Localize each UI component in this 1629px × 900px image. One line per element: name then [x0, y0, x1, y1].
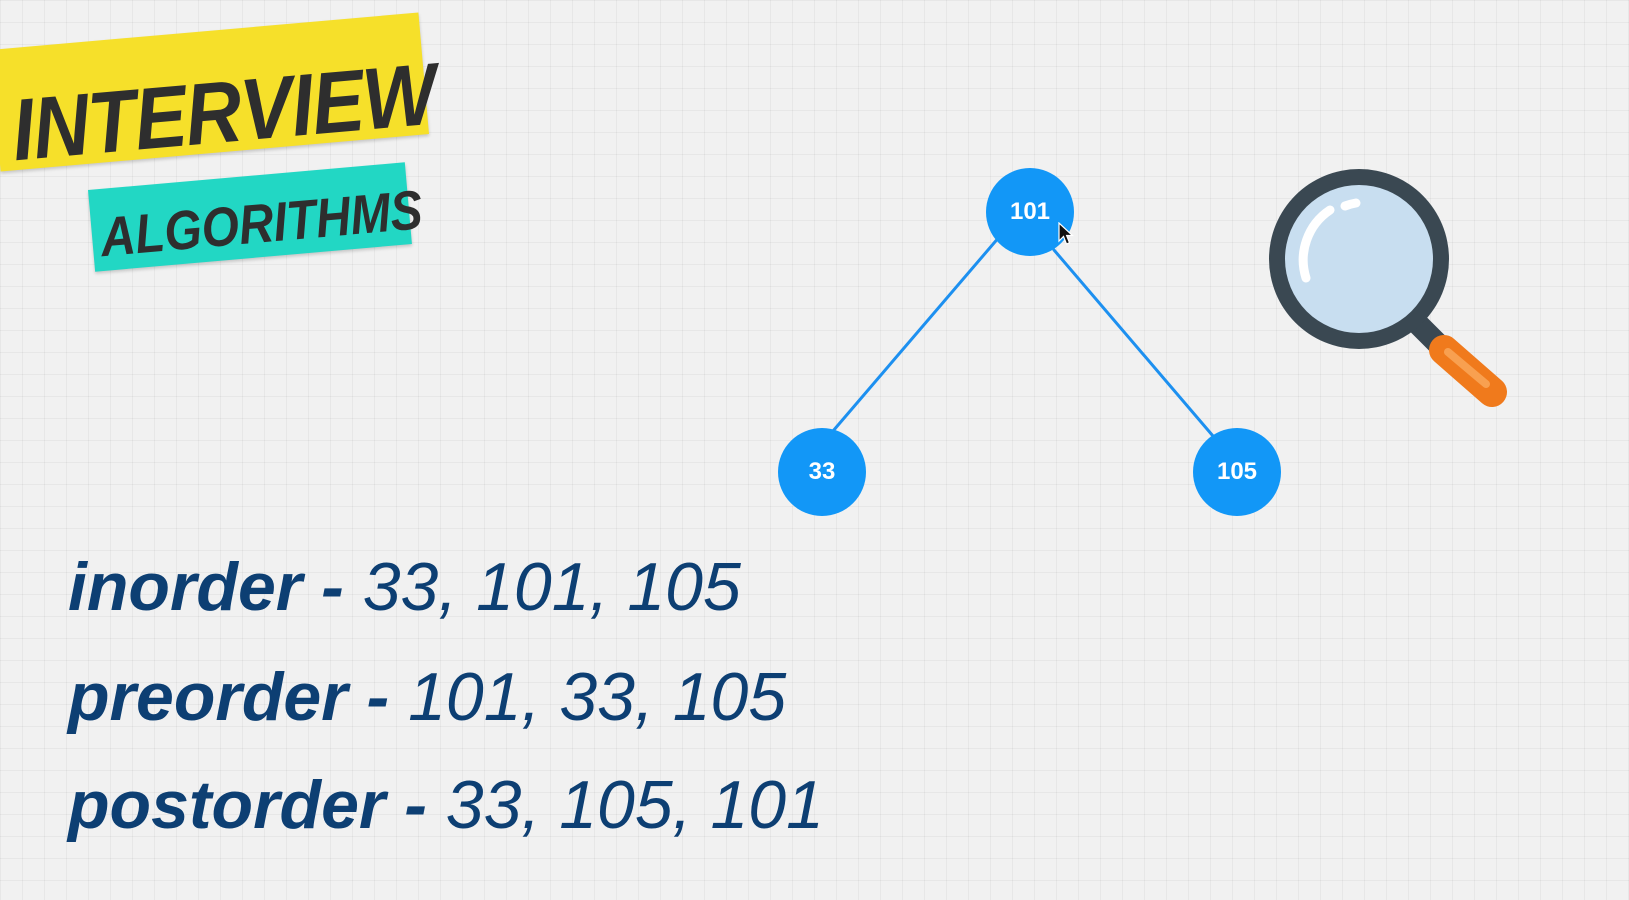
- node-right-circle: [1193, 428, 1281, 516]
- node-right-label: 105: [1216, 458, 1258, 485]
- traversal-separator: -: [302, 549, 363, 625]
- traversal-name: preorder: [68, 659, 348, 735]
- edge-root-right: [1052, 248, 1215, 438]
- traversal-inorder: inorder - 33, 101, 105: [68, 553, 741, 621]
- node-left-label: 33: [808, 458, 836, 485]
- traversal-separator: -: [385, 767, 446, 843]
- traversal-preorder: preorder - 101, 33, 105: [68, 663, 786, 731]
- node-root-circle: [986, 168, 1074, 256]
- magnifying-glass-icon: [1269, 169, 1507, 407]
- node-root-label: 101: [1009, 198, 1051, 225]
- traversal-sequence: 101, 33, 105: [408, 659, 787, 735]
- traversal-postorder: postorder - 33, 105, 101: [68, 771, 824, 839]
- traversal-sequence: 33, 105, 101: [445, 767, 824, 843]
- traversal-name: inorder: [68, 549, 303, 625]
- node-left-circle: [778, 428, 866, 516]
- traversal-separator: -: [347, 659, 409, 735]
- traversal-sequence: 33, 101, 105: [362, 549, 741, 625]
- traversal-name: postorder: [68, 767, 386, 843]
- mouse-pointer-icon: [1058, 222, 1074, 245]
- edge-root-left: [831, 234, 1002, 433]
